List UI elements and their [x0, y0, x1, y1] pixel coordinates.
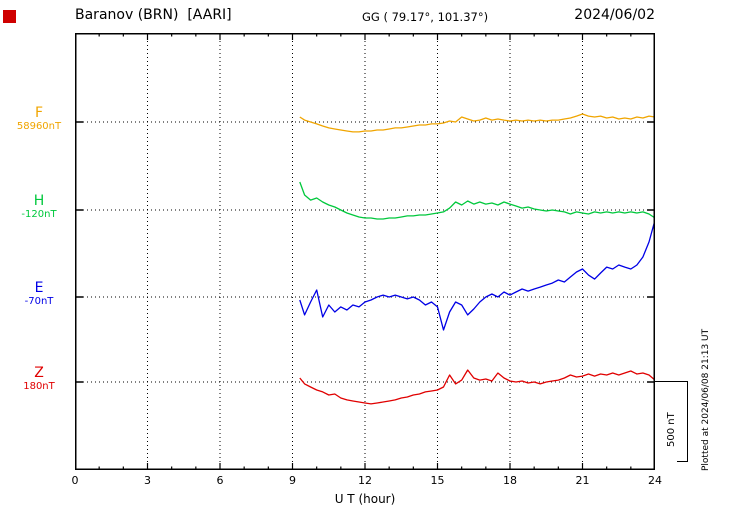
x-tick-label: 18 [503, 474, 517, 487]
h-trace [299, 181, 656, 220]
plot-area [75, 33, 656, 470]
channel-baseline-e: -70nT [24, 296, 54, 307]
x-tick-label: 6 [216, 474, 224, 487]
channel-baseline-h: -120nT [21, 209, 57, 220]
channel-name-z: Z [34, 365, 44, 381]
channel-label-z: Z 180nT [8, 366, 70, 393]
x-tick-label: 9 [289, 474, 296, 487]
geo-coordinates: GG ( 79.17°, 101.37°) [362, 10, 489, 24]
plot-date: 2024/06/02 [574, 7, 655, 23]
channel-name-f: F [34, 105, 44, 121]
scale-bar-label: 500 nT [666, 412, 677, 447]
channel-name-e: E [34, 280, 44, 296]
channel-baseline-f: 58960nT [16, 121, 62, 132]
scale-bar-top-cap [655, 381, 688, 382]
channel-label-e: E -70nT [8, 281, 70, 308]
x-tick-label: 24 [648, 474, 662, 487]
x-tick-label: 3 [144, 474, 151, 487]
channel-baseline-z: 180nT [23, 381, 55, 392]
plotted-timestamp: Plotted at 2024/06/08 21:13 UT [701, 328, 711, 471]
f-trace [299, 113, 656, 133]
scale-bar-bottom-cap [677, 461, 688, 462]
record-indicator [3, 10, 16, 23]
x-axis-label: U T (hour) [334, 492, 396, 506]
x-tick-label: 15 [430, 474, 445, 487]
magnetogram-plot [75, 33, 656, 470]
station-title: Baranov (BRN) [AARI] [75, 7, 232, 23]
channel-label-f: F 58960nT [8, 106, 70, 133]
e-trace [299, 219, 656, 331]
x-tick-label: 12 [358, 474, 372, 487]
x-tick-labels: 0 3 6 9 12 15 18 21 24 [0, 474, 730, 488]
x-tick-label: 0 [71, 474, 79, 487]
channel-name-h: H [33, 193, 45, 209]
z-trace [299, 369, 656, 405]
scale-bar-line [687, 381, 688, 462]
plot-border [75, 33, 655, 470]
x-tick-label: 21 [575, 474, 590, 487]
channel-label-h: H -120nT [8, 194, 70, 221]
